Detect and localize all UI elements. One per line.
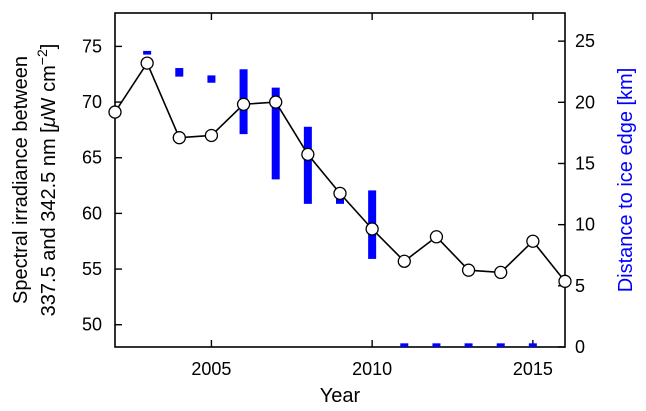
y-axis-title-exponent: −2 <box>34 49 50 65</box>
y2-tick-label: 25 <box>575 31 595 51</box>
x-tick-label: 2005 <box>191 359 231 379</box>
ticks-layer <box>115 13 565 348</box>
y2-tick-label: 10 <box>575 215 595 235</box>
irradiance-point <box>526 234 540 248</box>
ice-edge-bar <box>207 75 216 83</box>
irradiance-point <box>558 274 572 288</box>
ice-edge-bar <box>432 343 441 347</box>
ice-edge-bar <box>143 50 152 55</box>
x-tick-label: 2010 <box>352 359 392 379</box>
y-axis-title-mu: μ <box>38 116 60 128</box>
y-axis-title-line2: 337.5 and 342.5 nm [μW cm−2] <box>34 44 60 317</box>
y-tick-label: 70 <box>82 92 102 112</box>
irradiance-point <box>236 97 251 111</box>
y-tick-label: 65 <box>82 148 102 168</box>
y-tick-label: 50 <box>82 315 102 335</box>
ice-edge-bar <box>528 343 537 347</box>
irradiance-series <box>108 56 572 288</box>
irradiance-point <box>269 95 283 109</box>
plot-frame <box>114 12 566 348</box>
y2-tick-label: 0 <box>575 337 585 357</box>
y2-axis-title: Distance to ice edge [km] <box>615 68 637 293</box>
y2-tick-label: 20 <box>575 92 595 112</box>
ice-edge-bar <box>496 343 505 347</box>
x-tick-label: 2015 <box>513 359 553 379</box>
y-axis-title-line1: Spectral irradiance between <box>10 56 32 304</box>
irradiance-point <box>108 105 122 119</box>
ice-edge-bar <box>400 343 409 347</box>
y-axis-title-part3: ] <box>38 44 60 50</box>
x-axis-title: Year <box>320 385 361 407</box>
irradiance-point <box>172 131 186 145</box>
tick-labels: 2005 2010 2015 50 55 60 65 70 75 0 5 10 15 20 25 <box>82 31 595 379</box>
y-tick-label: 60 <box>82 203 102 223</box>
ice-edge-bar <box>271 87 280 180</box>
irradiance-point <box>429 230 444 244</box>
y-axis-title-part1: 337.5 and 342.5 nm [ <box>38 127 60 316</box>
ice-edge-bar <box>175 68 184 77</box>
y-tick-label: 75 <box>82 36 102 56</box>
irradiance-point <box>494 265 508 280</box>
irradiance-point <box>140 56 154 70</box>
irradiance-point <box>365 222 379 236</box>
y-axis-title-part2: W cm <box>38 65 60 116</box>
y-tick-label: 55 <box>82 259 102 279</box>
irradiance-point <box>301 147 315 162</box>
irradiance-point <box>397 254 411 268</box>
ice-edge-bar <box>303 126 312 204</box>
y2-tick-label: 15 <box>575 153 595 173</box>
irradiance-point <box>461 263 476 277</box>
y2-tick-label: 5 <box>575 276 585 296</box>
irradiance-point <box>204 128 219 143</box>
irradiance-line <box>114 61 566 282</box>
ice-edge-bar <box>464 343 473 347</box>
irradiance-point <box>333 186 347 201</box>
